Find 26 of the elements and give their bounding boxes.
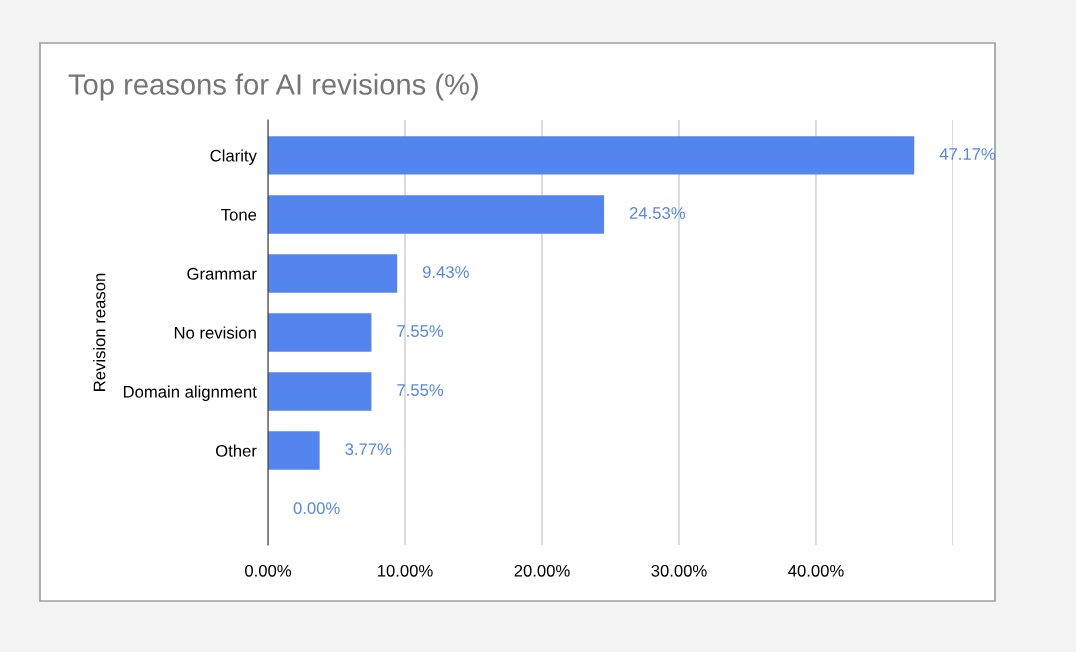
bar xyxy=(268,313,372,352)
y-tick-label: Grammar xyxy=(187,267,257,280)
data-label: 9.43% xyxy=(422,266,469,278)
x-tick-label: 10.00% xyxy=(378,564,433,577)
bar xyxy=(268,136,915,175)
bar xyxy=(268,431,320,470)
data-label: 24.53% xyxy=(629,207,685,219)
data-label: 47.17% xyxy=(939,148,996,160)
bar xyxy=(268,195,605,234)
y-tick-label: Other xyxy=(216,444,257,457)
bar xyxy=(268,254,398,293)
y-tick-label: Domain alignment xyxy=(123,385,257,402)
x-tick-label: 30.00% xyxy=(651,564,707,577)
data-label: 7.55% xyxy=(397,384,444,396)
chart-title: Top reasons for AI revisions (%) xyxy=(68,73,478,101)
data-label: 0.00% xyxy=(293,502,340,515)
y-tick-label: No revision xyxy=(174,326,256,339)
x-tick-label: 0.00% xyxy=(245,564,292,577)
y-tick-label: Clarity xyxy=(210,149,257,165)
data-label: 7.55% xyxy=(397,325,444,337)
y-tick-label: Tone xyxy=(221,209,257,221)
y-axis-title: Revision reason xyxy=(93,273,106,391)
data-label: 3.77% xyxy=(345,443,392,456)
x-tick-label: 40.00% xyxy=(788,564,844,577)
bar xyxy=(268,372,372,411)
x-tick-label: 20.00% xyxy=(514,564,570,577)
